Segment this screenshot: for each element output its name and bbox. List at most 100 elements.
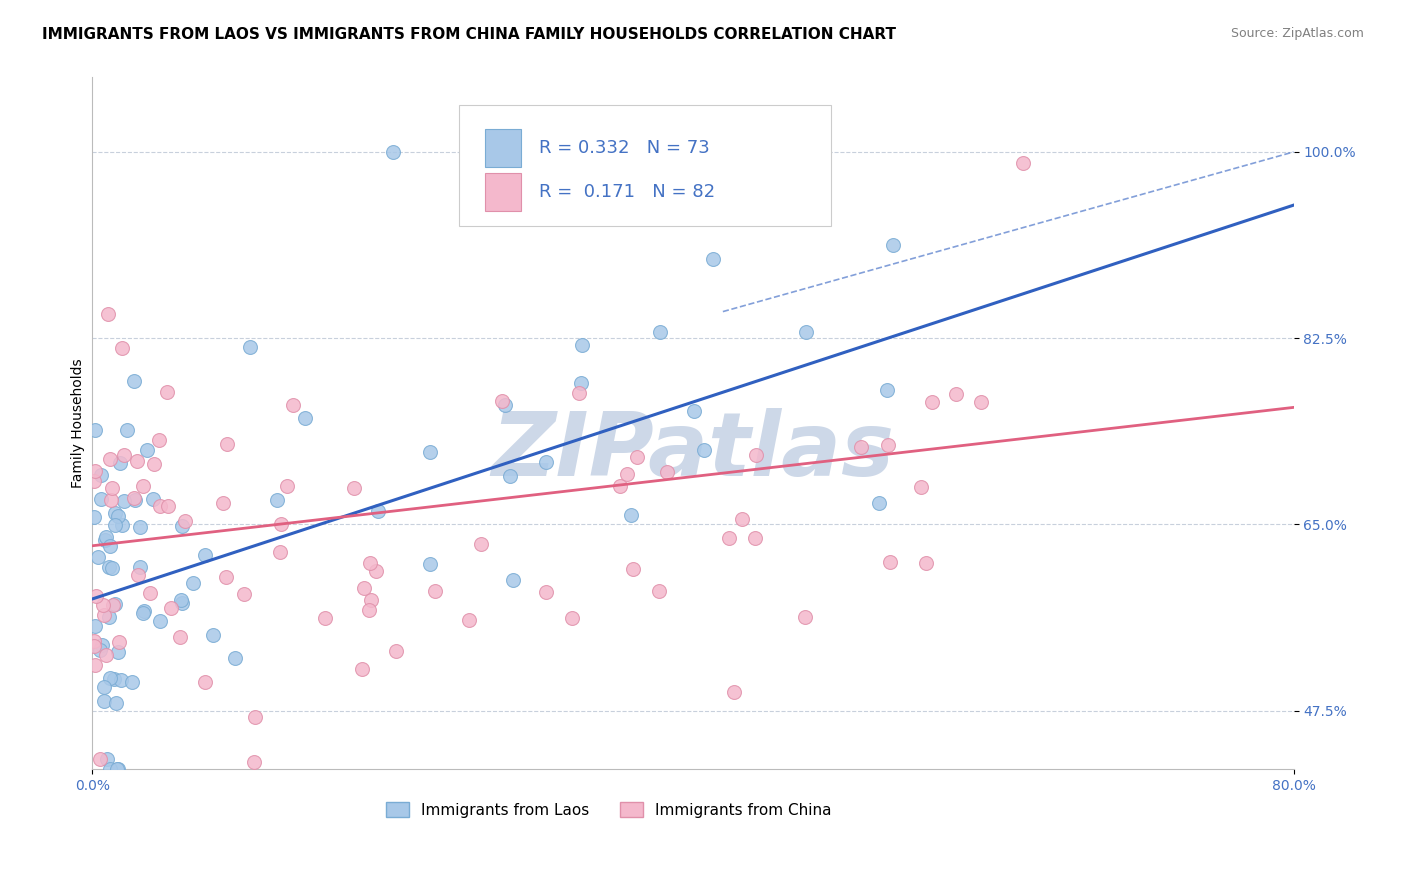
Point [96, 752, 118, 766]
Point [702, 252, 724, 266]
Point [730, 512, 752, 526]
Point [276, 479, 298, 493]
Point [98, 451, 121, 466]
Point [800, 205, 823, 219]
Point [915, 556, 938, 570]
Point [107, 508, 129, 523]
Point [212, 496, 235, 510]
Point [343, 481, 366, 495]
Point [110, 673, 132, 687]
Bar [485, 129, 522, 168]
Point [294, 410, 316, 425]
Point [103, 672, 125, 686]
Point [111, 518, 134, 533]
Point [122, 375, 145, 389]
Point [104, 597, 127, 611]
Point [101, 481, 124, 495]
Point [648, 584, 671, 599]
Point [194, 548, 217, 562]
Point [224, 651, 246, 665]
Point [270, 517, 292, 532]
Point [93, 607, 115, 622]
Point [882, 237, 904, 252]
Point [419, 558, 441, 572]
Point [108, 456, 131, 470]
Point [619, 508, 641, 523]
Point [111, 341, 134, 355]
Point [156, 500, 179, 514]
Point [352, 662, 374, 676]
Point [849, 440, 872, 454]
Point [97, 610, 120, 624]
Point [93, 694, 115, 708]
Point [83, 475, 105, 489]
Point [94, 533, 117, 547]
Point [419, 444, 441, 458]
Point [360, 592, 382, 607]
Legend: Immigrants from Laos, Immigrants from China: Immigrants from Laos, Immigrants from Ch… [380, 796, 838, 824]
Point [609, 479, 631, 493]
Point [142, 491, 165, 506]
Point [148, 434, 170, 448]
Point [744, 531, 766, 545]
Point [744, 448, 766, 462]
Text: R =  0.171   N = 82: R = 0.171 N = 82 [538, 183, 716, 201]
Point [89, 643, 111, 657]
Point [314, 611, 336, 625]
Point [115, 423, 138, 437]
Point [1012, 155, 1035, 169]
Point [921, 395, 943, 409]
Point [457, 613, 479, 627]
Point [104, 506, 127, 520]
Point [367, 504, 389, 518]
Point [156, 384, 179, 399]
Point [683, 404, 706, 418]
Point [139, 586, 162, 600]
Point [84, 464, 107, 478]
Point [84, 619, 107, 633]
Point [90, 491, 112, 506]
Point [868, 496, 890, 510]
Point [84, 589, 107, 603]
Point [83, 423, 105, 437]
Point [132, 479, 155, 493]
Point [96, 530, 118, 544]
Point [359, 603, 381, 617]
Point [491, 394, 513, 409]
Point [174, 514, 197, 528]
Point [172, 596, 194, 610]
Point [561, 610, 583, 624]
Point [202, 628, 225, 642]
Point [83, 772, 105, 787]
Point [127, 568, 149, 582]
Point [98, 762, 121, 776]
Point [97, 307, 120, 321]
Text: Source: ZipAtlas.com: Source: ZipAtlas.com [1230, 27, 1364, 40]
Point [215, 570, 238, 584]
FancyBboxPatch shape [458, 105, 831, 227]
Point [172, 519, 194, 533]
Point [534, 455, 557, 469]
Point [91, 599, 114, 613]
Point [648, 325, 671, 339]
Point [717, 531, 740, 545]
Point [502, 574, 524, 588]
Point [134, 603, 156, 617]
Point [692, 443, 714, 458]
Point [794, 325, 817, 339]
Point [568, 386, 591, 401]
Point [125, 454, 148, 468]
Point [876, 437, 898, 451]
Point [655, 466, 678, 480]
Point [149, 499, 172, 513]
Point [105, 762, 128, 776]
Point [243, 755, 266, 769]
Point [86, 549, 108, 564]
Point [970, 394, 993, 409]
Point [385, 644, 408, 658]
Point [143, 458, 166, 472]
Point [128, 519, 150, 533]
Point [245, 710, 267, 724]
Text: ZIPatlas: ZIPatlas [491, 408, 894, 494]
Point [217, 437, 239, 451]
